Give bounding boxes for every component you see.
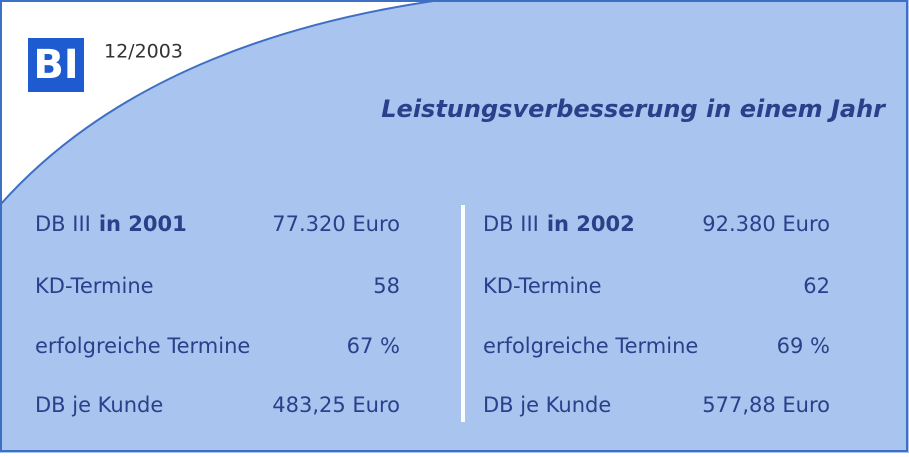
logo: BI <box>33 42 78 88</box>
label-text: erfolgreiche Termine <box>35 334 250 358</box>
logo-box <box>28 38 84 92</box>
row-value: 62 <box>803 274 830 298</box>
white-corner <box>0 0 440 205</box>
row-label: DB je Kunde <box>35 393 163 417</box>
row-label: DB je Kunde <box>483 393 611 417</box>
row-value: 58 <box>373 274 400 298</box>
row-value: 67 % <box>347 334 400 358</box>
row-value: 77.320 Euro <box>272 212 400 236</box>
label-text: DB je Kunde <box>483 393 611 417</box>
row-label: DB III in 2002 <box>483 212 635 236</box>
date: 12/2003 <box>104 41 183 63</box>
row-value: 69 % <box>777 334 830 358</box>
label-text: DB je Kunde <box>35 393 163 417</box>
title: Leistungsverbesserung in einem Jahr <box>381 95 887 123</box>
row-value: 577,88 Euro <box>702 393 830 417</box>
label-text: DB III <box>35 212 91 236</box>
row-label: erfolgreiche Termine <box>35 334 250 358</box>
row-label: erfolgreiche Termine <box>483 334 698 358</box>
row-label: KD-Termine <box>483 274 602 298</box>
label-text: KD-Termine <box>483 274 602 298</box>
label-text: KD-Termine <box>35 274 154 298</box>
label-text: erfolgreiche Termine <box>483 334 698 358</box>
row-label: DB III in 2001 <box>35 212 187 236</box>
row-value: 92.380 Euro <box>702 212 830 236</box>
label-bold: in 2002 <box>547 212 635 236</box>
label-text: DB III <box>483 212 539 236</box>
label-bold: in 2001 <box>99 212 187 236</box>
row-label: KD-Termine <box>35 274 154 298</box>
curve <box>0 0 441 206</box>
row-value: 483,25 Euro <box>272 393 400 417</box>
